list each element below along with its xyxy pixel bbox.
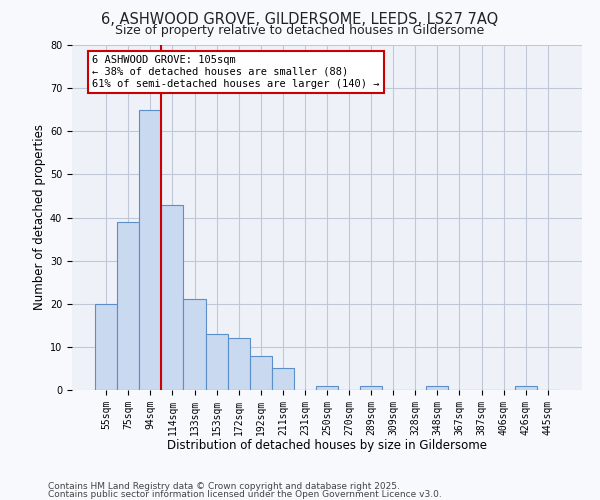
Bar	[184, 300, 206, 390]
Bar	[206, 334, 227, 390]
Text: 6, ASHWOOD GROVE, GILDERSOME, LEEDS, LS27 7AQ: 6, ASHWOOD GROVE, GILDERSOME, LEEDS, LS2…	[101, 12, 499, 28]
Text: Contains public sector information licensed under the Open Government Licence v3: Contains public sector information licen…	[48, 490, 442, 499]
Bar	[139, 110, 161, 390]
Bar	[360, 386, 382, 390]
Bar	[227, 338, 250, 390]
Bar	[117, 222, 139, 390]
Bar	[161, 204, 184, 390]
X-axis label: Distribution of detached houses by size in Gildersome: Distribution of detached houses by size …	[167, 439, 487, 452]
Bar	[515, 386, 537, 390]
Text: Size of property relative to detached houses in Gildersome: Size of property relative to detached ho…	[115, 24, 485, 37]
Text: Contains HM Land Registry data © Crown copyright and database right 2025.: Contains HM Land Registry data © Crown c…	[48, 482, 400, 491]
Text: 6 ASHWOOD GROVE: 105sqm
← 38% of detached houses are smaller (88)
61% of semi-de: 6 ASHWOOD GROVE: 105sqm ← 38% of detache…	[92, 56, 380, 88]
Bar	[250, 356, 272, 390]
Bar	[95, 304, 117, 390]
Bar	[427, 386, 448, 390]
Bar	[272, 368, 294, 390]
Bar	[316, 386, 338, 390]
Y-axis label: Number of detached properties: Number of detached properties	[33, 124, 46, 310]
